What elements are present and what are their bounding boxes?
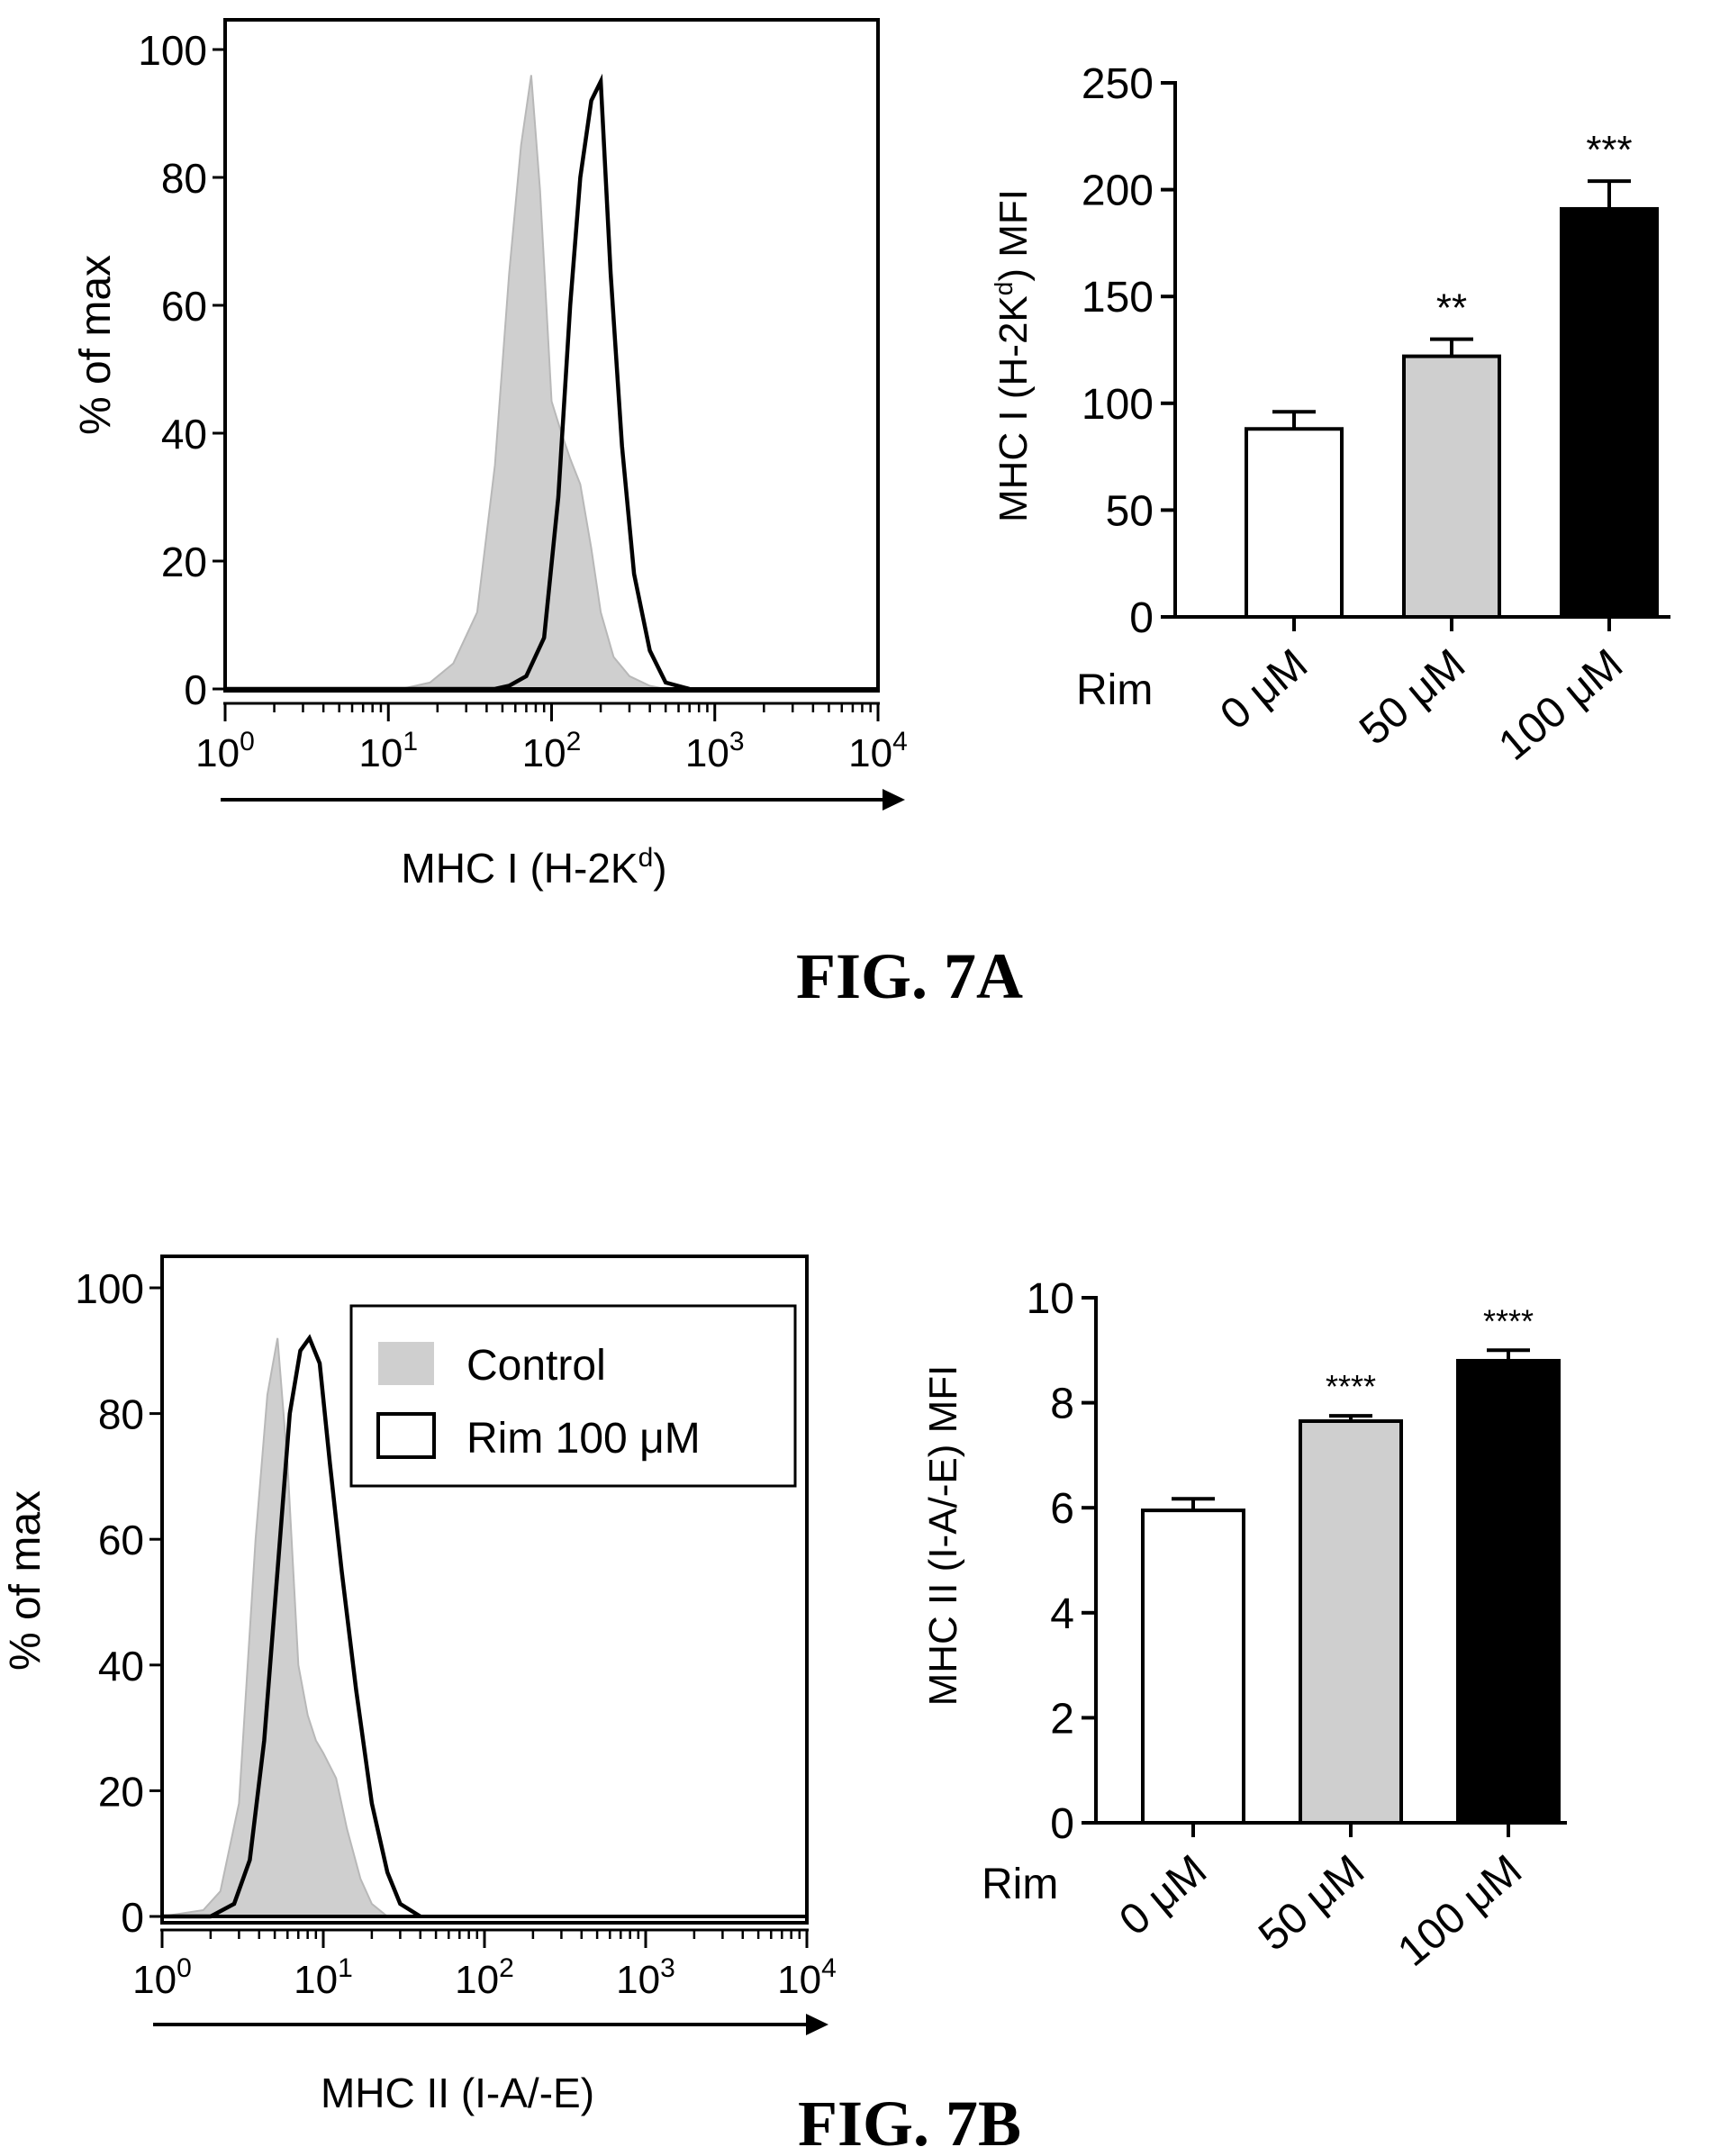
fig7b-ytick-label: 0 — [1050, 1800, 1074, 1848]
fig7a-hist-series — [225, 73, 878, 692]
fig7a-bars: 0 50 100 150 200 250 0 μM ** 50 μM *** 100 μM — [1082, 60, 1670, 770]
fig7b-axis-arrowhead — [806, 2014, 828, 2035]
fig7a-bar-2 — [1560, 206, 1659, 619]
fig7b-category-label-2: 100 μM — [1390, 1846, 1531, 1976]
fig7a-axis-arrowhead — [883, 789, 905, 811]
fig7a-hist-xtick-label: 101 — [358, 727, 418, 775]
fig7a-hist-xtick-label: 102 — [522, 727, 582, 775]
fig7a-hist-frame — [223, 18, 880, 693]
fig7a-bar-0 — [1245, 427, 1344, 619]
fig7b-hist-xtick-label: 101 — [294, 1953, 353, 2002]
legend-label-rim: Rim 100 μM — [466, 1415, 701, 1463]
fig7b-category-label-1: 50 μM — [1250, 1846, 1373, 1961]
fig7b-ytick-label: 10 — [1027, 1275, 1074, 1323]
fig7b-hist-series-rim — [162, 1334, 421, 1919]
legend-swatch-rim — [376, 1412, 436, 1459]
fig7a-label: FIG. 7A — [796, 940, 1023, 1012]
fig7b-ytick-label: 4 — [1050, 1590, 1074, 1638]
fig7b-bar-2 — [1456, 1358, 1561, 1825]
fig7a-category-label-1: 50 μM — [1351, 640, 1474, 755]
fig7a-category-label-2: 100 μM — [1490, 640, 1632, 770]
fig7a-hist-ylabel: % of max — [72, 255, 120, 435]
fig7a-hist-axes: 0 20 40 60 80 100 100 101 102 103 104 — [138, 27, 908, 775]
fig7b-row-label: Rim — [982, 1861, 1058, 1908]
fig7b-bar-ylabel: MHC II (I-A/-E) MFI — [921, 1365, 965, 1707]
fig7b-hist-xlabel: MHC II (I-A/-E) — [321, 2070, 594, 2116]
fig7b-bar-0 — [1141, 1508, 1245, 1825]
fig7b-significance-2: **** — [1483, 1302, 1534, 1339]
fig7a-ytick-label: 100 — [1082, 381, 1154, 429]
fig7a-ytick-label: 200 — [1082, 168, 1154, 215]
fig7a-bar-ylabel: MHC I (H-2Kd) MFI — [990, 189, 1036, 522]
fig7b-hist-frame — [160, 1255, 809, 1925]
fig7a-hist-ytick-label: 60 — [161, 283, 207, 330]
fig7b-hist-ytick-label: 0 — [121, 1894, 144, 1941]
fig7b-hist-xtick-label: 104 — [777, 1953, 837, 2002]
fig7a-hist-ytick-label: 0 — [184, 666, 207, 713]
fig7b-category-label-0: 0 μM — [1111, 1846, 1217, 1945]
fig7b-hist-ytick-label: 100 — [75, 1265, 144, 1312]
fig7a-bar-1 — [1402, 354, 1501, 619]
fig7a-hist-xtick-label: 100 — [195, 727, 255, 775]
fig7b-significance-1: **** — [1326, 1368, 1376, 1405]
fig7a-hist-ytick-label: 100 — [138, 27, 207, 74]
fig7b-hist-ytick-label: 60 — [98, 1517, 144, 1563]
fig7a-hist-xtick-label: 104 — [848, 727, 908, 775]
fig7a-ytick-label: 150 — [1082, 274, 1154, 322]
fig7b-hist-series — [161, 1334, 807, 1919]
fig7a-ytick-label: 250 — [1082, 60, 1154, 108]
fig7b-hist-ytick-label: 80 — [98, 1391, 144, 1438]
fig7a-hist-ytick-label: 80 — [161, 155, 207, 202]
fig7b-ytick-label: 6 — [1050, 1485, 1074, 1533]
fig7b-histogram: % of max 0 20 40 60 80 100 100 101 102 103 104 Con… — [2, 1255, 837, 2116]
fig7a-histogram: % of max 0 20 40 60 80 100 100 101 102 103 104 MHC… — [72, 18, 908, 892]
fig7a-row-label: Rim — [1076, 666, 1153, 714]
fig7b-ytick-label: 2 — [1050, 1695, 1074, 1743]
fig7b-hist-ytick-label: 20 — [98, 1768, 144, 1815]
fig7b-hist-xtick-label: 102 — [455, 1953, 514, 2002]
fig7b-hist-xtick-label: 100 — [132, 1953, 192, 2002]
fig7b-hist-xtick-label: 103 — [616, 1953, 675, 2002]
fig7b-legend: Control Rim 100 μM — [349, 1304, 797, 1488]
fig7a-hist-xlabel: MHC I (H-2Kd) — [401, 843, 666, 892]
fig7a-hist-ytick-label: 40 — [161, 411, 207, 457]
fig7a-ytick-label: 0 — [1129, 594, 1154, 642]
fig7b-hist-axes: 0 20 40 60 80 100 100 101 102 103 104 — [75, 1265, 837, 2002]
fig7b-ytick-label: 8 — [1050, 1381, 1074, 1428]
fig7a-significance-2: *** — [1586, 128, 1632, 172]
fig7b-bar-1 — [1299, 1419, 1403, 1825]
fig7b-hist-ytick-label: 40 — [98, 1643, 144, 1689]
fig7b-label: FIG. 7B — [798, 2088, 1021, 2156]
fig7a-ytick-label: 50 — [1106, 487, 1154, 535]
fig7a-hist-series-rim — [225, 73, 691, 692]
legend-swatch-control — [378, 1342, 434, 1385]
fig7a-hist-xtick-label: 103 — [685, 727, 745, 775]
legend-label-control: Control — [466, 1342, 606, 1390]
fig7a-hist-series-control — [225, 75, 666, 690]
fig7b-hist-ylabel: % of max — [2, 1490, 50, 1671]
fig7a-category-label-0: 0 μM — [1212, 640, 1317, 739]
fig7a-hist-ytick-label: 20 — [161, 539, 207, 585]
fig7a-significance-1: ** — [1436, 286, 1467, 331]
fig7a-bar-chart: MHC I (H-2Kd) MFI 0 50 100 150 200 250 0 μM ** 5… — [990, 60, 1670, 770]
